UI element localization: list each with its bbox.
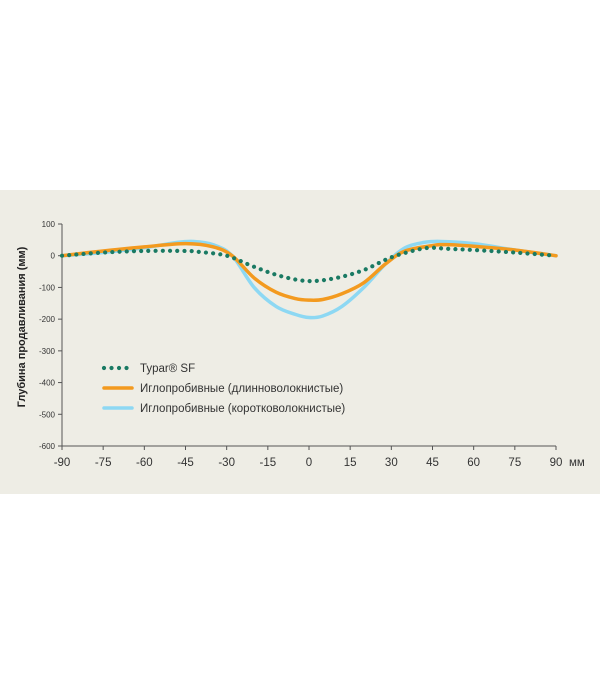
x-tick-label: -15 xyxy=(260,457,277,469)
y-tick-label: -400 xyxy=(39,379,56,388)
x-tick-label: 0 xyxy=(306,457,312,469)
y-tick-label: -500 xyxy=(39,410,56,419)
x-tick-label: -90 xyxy=(54,457,71,469)
y-tick-label: 0 xyxy=(51,252,56,261)
series-layer xyxy=(59,239,559,320)
x-tick-label: -45 xyxy=(177,457,194,469)
x-tick-label: 15 xyxy=(344,457,357,469)
x-tick-label: 45 xyxy=(426,457,439,469)
y-tick-label: -600 xyxy=(39,442,56,451)
x-tick-label: -60 xyxy=(136,457,153,469)
legend: Typar® SF Иглопробивные (длинноволокнисты… xyxy=(101,363,345,415)
series-line-1 xyxy=(60,241,558,303)
series-line-2 xyxy=(60,239,558,320)
x-unit-label: мм xyxy=(569,457,585,469)
x-tick-label: 90 xyxy=(550,457,563,469)
legend-label-0: Typar® SF xyxy=(140,363,195,375)
chart-panel: 100 0 -100 -200 -300 -400 -500 -600 -90 -75 -60 -45… xyxy=(0,190,600,494)
legend-label-2: Иглопробивные (коротковолокнистые) xyxy=(140,403,345,415)
x-tick-label: -75 xyxy=(95,457,112,469)
x-tick-label: 30 xyxy=(385,457,398,469)
y-tick-label: 100 xyxy=(42,220,56,229)
y-tick-label: -100 xyxy=(39,283,56,292)
y-tick-label: -200 xyxy=(39,315,56,324)
series-line-0 xyxy=(59,245,559,284)
y-axis-label: Глубина продавливания (мм) xyxy=(16,246,28,407)
x-tick-label: 60 xyxy=(467,457,480,469)
x-tick-label: 75 xyxy=(508,457,521,469)
x-tick-label: -30 xyxy=(218,457,235,469)
y-tick-label: -300 xyxy=(39,347,56,356)
legend-label-1: Иглопробивные (длинноволокнистые) xyxy=(140,383,343,395)
